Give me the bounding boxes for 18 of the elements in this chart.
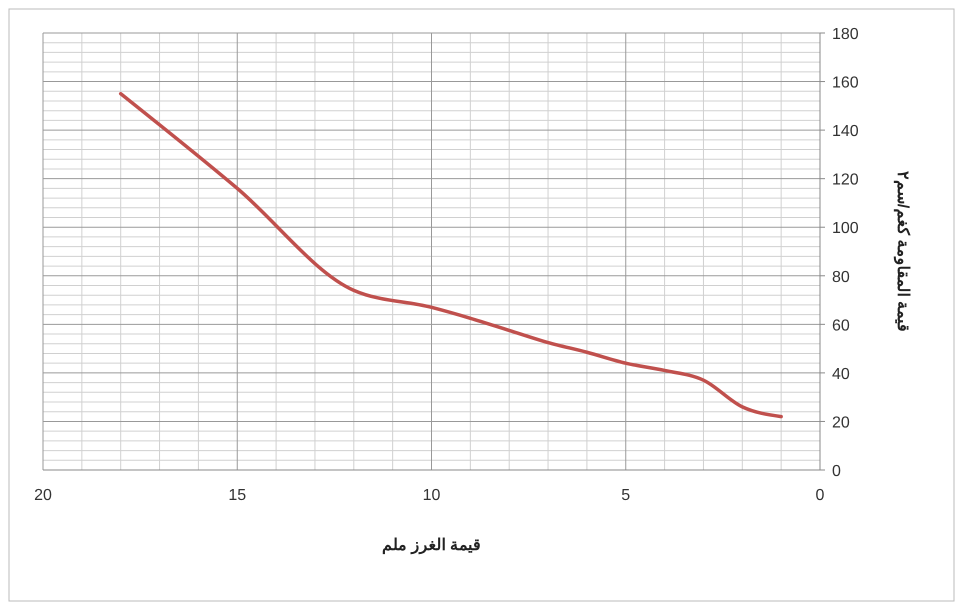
y-tick-label: 100 <box>832 220 859 238</box>
x-tick-label: 5 <box>621 487 630 504</box>
x-tick-label: 10 <box>422 487 440 504</box>
x-tick-label: 0 <box>816 487 825 504</box>
x-tick-label: 20 <box>34 487 52 504</box>
y-tick-label: 80 <box>832 268 850 286</box>
y-tick-label: 180 <box>832 26 859 43</box>
y-tick-label: 140 <box>832 123 859 140</box>
y-tick-label: 60 <box>832 317 850 334</box>
y-tick-label: 120 <box>832 172 859 189</box>
line-series <box>118 92 783 418</box>
y-tick-label: 40 <box>832 366 850 383</box>
y-tick-label: 0 <box>832 463 841 480</box>
x-axis-title: قيمة الغرز ملم <box>382 537 481 555</box>
x-tick-label: 15 <box>228 487 246 504</box>
y-axis-title: قيمة المقاومة كغم/سم٢ <box>893 170 911 332</box>
y-tick-label: 20 <box>832 414 850 432</box>
y-tick-label: 160 <box>832 74 859 92</box>
